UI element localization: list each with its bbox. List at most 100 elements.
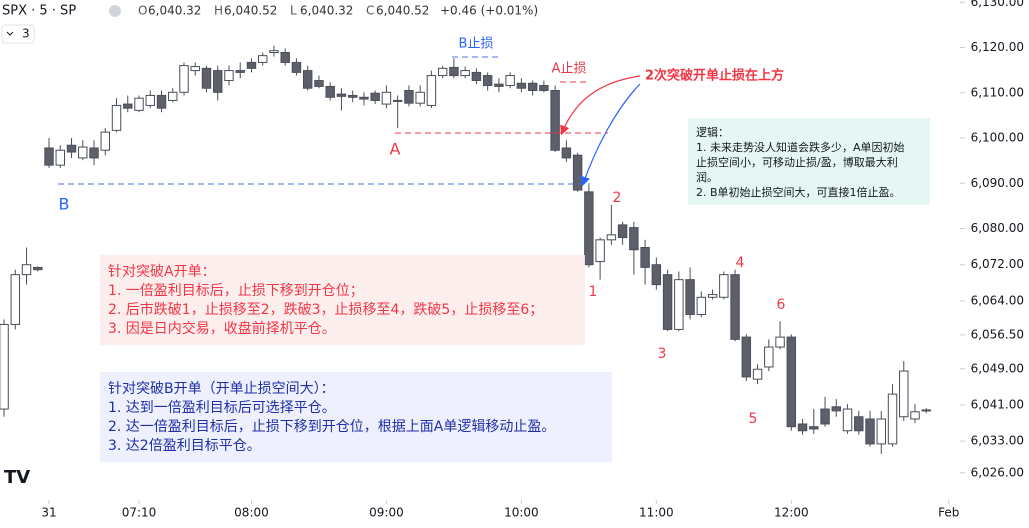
candle-body: [572, 154, 583, 191]
candle-body: [539, 85, 549, 91]
candle-body: [899, 370, 909, 418]
candle-body: [291, 61, 302, 73]
candle-body: [134, 97, 144, 111]
logo: 𝗧𝗩: [4, 467, 30, 488]
candle-body: [460, 70, 470, 77]
candle-body: [797, 423, 808, 432]
candle-body: [10, 274, 21, 325]
candle-body: [640, 247, 650, 268]
candle-body: [606, 234, 617, 241]
candle-body: [629, 227, 639, 251]
candle-body: [719, 274, 729, 298]
annotation-line: 2. 后市跌破1，止损移至2，跌破3，止损移至4，跌破5，止损移至6；: [108, 301, 543, 318]
ohlc-key: H: [214, 4, 223, 18]
x-tick-label: 11:00: [639, 506, 674, 520]
annotation: 2: [613, 190, 622, 206]
candle-body: [392, 99, 403, 102]
annotation: 1: [589, 284, 598, 300]
chevron: [6, 31, 14, 36]
candle-body: [764, 346, 774, 368]
candle-body: [235, 70, 245, 73]
annotation: B止损: [459, 37, 494, 52]
candle-body: [190, 66, 200, 72]
candle-body: [550, 89, 560, 151]
candle-body: [617, 224, 628, 239]
candle-body: [359, 96, 369, 100]
candle-body: [595, 239, 605, 263]
candle-body: [201, 67, 212, 89]
candle-body: [381, 91, 392, 105]
ohlc-key: L: [290, 4, 297, 18]
candle-body: [809, 426, 819, 430]
arrow: [560, 75, 641, 136]
x-tick-label: 07:10: [122, 506, 157, 520]
candle-body: [887, 393, 898, 445]
y-tick-label: 6,110.00: [971, 85, 1024, 99]
annotation-line: 润。: [696, 170, 718, 184]
ohlc-value: 6,040.52: [376, 4, 429, 18]
y-tick-label: 6,072.00: [971, 257, 1024, 271]
candle-body: [168, 91, 178, 101]
candle-body: [516, 82, 527, 89]
candle-body: [494, 83, 504, 87]
candle-body: [111, 104, 122, 131]
plan-a-text: 针对突破A开单： 1. 一倍盈利目标后，止损下移到开仓位； 2. 后市跌破1，止损移…: [108, 264, 543, 337]
candle-body: [482, 75, 493, 87]
candle-body: [269, 50, 279, 53]
candle-body: [662, 274, 673, 330]
candle-body: [213, 70, 223, 93]
annotation: B: [59, 195, 70, 214]
annotation: 2次突破开单止损在上方: [645, 68, 784, 84]
annotation: 6: [777, 297, 786, 313]
candle-body: [561, 147, 572, 159]
y-tick-label: 6,033.00: [971, 434, 1024, 448]
candle-body: [584, 191, 594, 266]
annotation: A止损: [552, 62, 587, 77]
indicator-toggle[interactable]: [1, 24, 35, 44]
candle-body: [527, 82, 538, 91]
candle-body: [651, 264, 662, 286]
y-tick-label: 6,064.00: [971, 293, 1024, 307]
y-tick-label: 6,056.50: [971, 327, 1024, 341]
candle-body: [302, 70, 313, 89]
x-tick-label: 09:00: [369, 506, 404, 520]
candle-body: [471, 71, 482, 82]
ohlc-key: C: [366, 4, 374, 18]
y-tick-label: 6,120.00: [971, 40, 1024, 54]
plan-b-text: 针对突破B开单（开单止损空间大）： 1. 达到一倍盈利目标后可选择平仓。 2. 达一…: [108, 381, 555, 454]
ohlc-value: 6,040.32: [148, 4, 201, 18]
candle-body: [415, 91, 425, 104]
y-tick-label: 6,100.00: [971, 131, 1024, 145]
candle-body: [752, 368, 763, 380]
candle-body: [246, 61, 257, 69]
candle-body: [741, 336, 752, 378]
annotation-line: 2. 达一倍盈利目标后，止损下移到开仓位，根据上面A单逻辑移动止盈。: [108, 419, 555, 435]
annotation-line: 1. 达到一倍盈利目标后可选择平仓。: [108, 400, 336, 416]
y-tick-label: 6,026.00: [971, 465, 1024, 479]
candle-body: [336, 93, 347, 97]
candle-body: [33, 266, 43, 271]
candle-body: [156, 94, 167, 109]
plan-b-box: [100, 372, 612, 462]
annotation-line: 逻辑：: [696, 125, 729, 139]
candle-body: [55, 149, 65, 166]
candle-body: [505, 75, 515, 87]
candle-body: [842, 408, 853, 432]
annotation: 5: [749, 411, 758, 427]
candle-body: [685, 279, 695, 315]
candle-body: [123, 103, 133, 109]
annotation-line: 1. 一倍盈利目标后，止损下移到开仓位；: [108, 283, 364, 299]
candle-body: [21, 264, 32, 276]
candle-body: [707, 294, 718, 298]
change: +0.46 (+0.01%): [440, 4, 538, 18]
ohlc-value: 6,040.32: [300, 4, 353, 18]
candle-body: [854, 416, 864, 432]
annotation: A: [390, 140, 401, 159]
x-tick-label: 12:00: [774, 506, 809, 520]
ohlc-key: O: [138, 4, 147, 18]
candle-body: [370, 92, 380, 101]
annotation-line: 2. B单初始止损空间大，可直接1倍止盈。: [696, 185, 901, 199]
status-icon: [109, 5, 121, 17]
